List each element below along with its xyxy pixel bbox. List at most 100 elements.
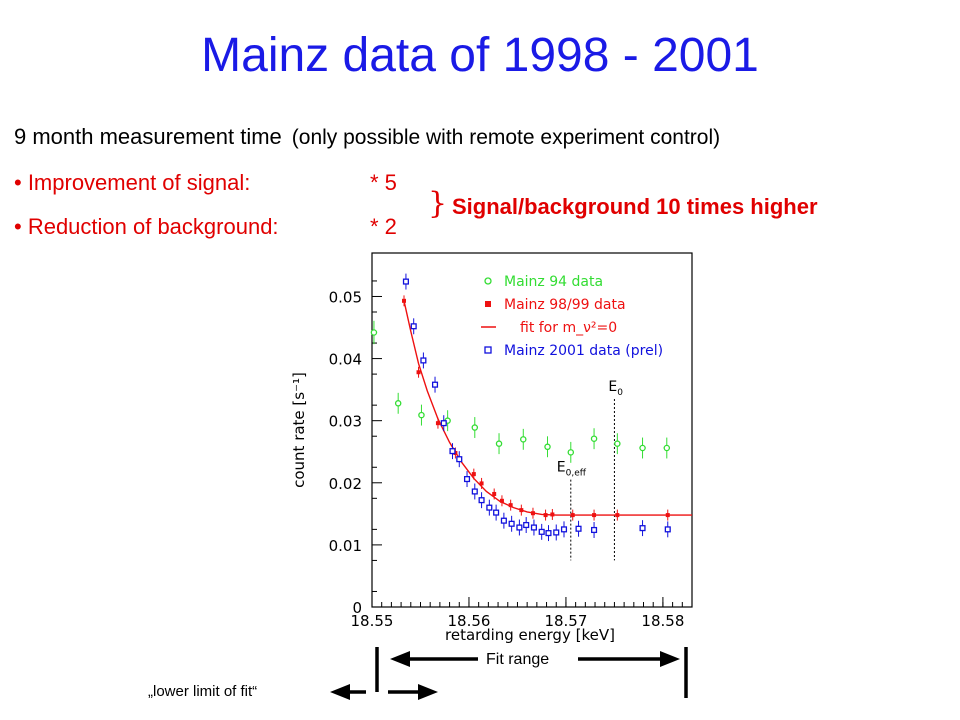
data-point — [530, 507, 535, 519]
data-point — [478, 492, 485, 509]
signal-background-statement: Signal/background 10 times higher — [452, 194, 818, 219]
marker — [550, 512, 555, 517]
marker — [663, 444, 671, 452]
data-point — [575, 520, 582, 537]
data-point — [492, 488, 497, 500]
data-point — [471, 417, 479, 438]
marker — [418, 411, 425, 419]
legend-item: fit for m_ν²=0 — [481, 320, 617, 336]
data-point — [431, 376, 439, 393]
data-point — [493, 504, 500, 521]
marker — [500, 517, 507, 524]
data-point — [500, 512, 507, 529]
bullet-signal-label: • Improvement of signal: — [14, 170, 251, 195]
data-point — [463, 471, 471, 488]
data-point — [665, 509, 670, 521]
bullet-background-label: • Reduction of background: — [14, 214, 279, 239]
data-point — [486, 499, 493, 516]
data-point — [523, 517, 530, 533]
marker — [614, 440, 621, 447]
y-tick-label: 0.04 — [329, 351, 362, 369]
fit-range-label: Fit range — [486, 651, 550, 668]
annotation-label: E0,eff — [557, 460, 587, 479]
legend-item: Mainz 98/99 data — [485, 297, 626, 313]
marker — [449, 448, 456, 455]
marker — [615, 513, 620, 518]
x-tick-label: 18.56 — [447, 612, 490, 630]
marker — [567, 449, 575, 456]
lower-limit-arrow-left-head — [330, 684, 350, 700]
marker — [471, 472, 476, 477]
marker — [370, 329, 378, 336]
marker — [456, 456, 463, 463]
marker — [416, 370, 421, 375]
marker — [402, 298, 406, 303]
data-point — [420, 352, 427, 369]
fit-range-arrow-right-head — [660, 651, 680, 667]
marker — [553, 529, 560, 536]
legend-label: Mainz 98/99 data — [504, 297, 626, 313]
marker — [495, 440, 503, 447]
data-point — [508, 499, 513, 511]
data-point — [550, 508, 555, 520]
marker — [592, 513, 597, 518]
marker — [508, 520, 515, 527]
data-point — [456, 451, 463, 468]
legend-marker — [485, 301, 491, 307]
marker — [486, 504, 493, 511]
y-axis-label: count rate [s⁻¹] — [290, 372, 308, 488]
data-point — [394, 392, 402, 414]
data-point — [449, 443, 456, 460]
data-point — [495, 433, 503, 455]
data-point — [639, 437, 646, 459]
data-point — [508, 515, 515, 532]
data-point — [530, 519, 537, 536]
legend-marker — [484, 346, 492, 354]
fit-range-arrow-left-head — [390, 651, 410, 667]
bullet-background-reduction: • Reduction of background: * 2 — [14, 214, 397, 240]
annotation-label: E0 — [608, 379, 623, 398]
marker — [665, 513, 670, 518]
data-point — [567, 441, 575, 463]
marker — [435, 421, 440, 426]
marker — [545, 530, 552, 537]
data-point — [402, 295, 406, 307]
data-point — [663, 437, 671, 459]
data-point — [435, 417, 440, 429]
data-point — [545, 525, 552, 542]
data-point — [544, 436, 551, 458]
y-tick-label: 0.02 — [329, 475, 362, 493]
marker — [543, 513, 548, 518]
marker — [590, 435, 598, 442]
data-point — [592, 509, 597, 521]
legend-label: fit for m_ν²=0 — [520, 320, 617, 336]
data-point — [538, 523, 545, 540]
legend-label: Mainz 94 data — [504, 274, 603, 290]
data-point — [416, 366, 421, 378]
marker — [530, 524, 537, 531]
legend-marker — [484, 277, 492, 285]
marker — [560, 526, 568, 533]
legend-item: Mainz 2001 data (prel) — [484, 343, 663, 359]
fit-curve — [403, 300, 692, 516]
plot-frame — [371, 252, 693, 608]
marker — [479, 481, 484, 486]
y-tick-label: 0.03 — [329, 413, 362, 431]
marker — [664, 526, 671, 533]
measurement-time-text: 9 month measurement time — [14, 124, 282, 149]
marker — [410, 323, 417, 330]
data-point — [570, 509, 575, 521]
data-point — [553, 524, 560, 541]
data-point — [471, 468, 476, 480]
marker — [492, 491, 497, 496]
y-tick-label: 0.01 — [329, 537, 362, 555]
measurement-time-line: 9 month measurement time (only possible w… — [14, 124, 720, 150]
fit-range-arrows — [330, 647, 688, 700]
x-axis-label: retarding energy [keV] — [445, 626, 615, 644]
marker — [639, 444, 646, 452]
data-point — [418, 404, 425, 426]
marker — [570, 513, 575, 518]
data-point — [479, 477, 484, 489]
bullet-signal-improvement: • Improvement of signal: * 5 — [14, 170, 397, 196]
data-point — [471, 483, 478, 500]
